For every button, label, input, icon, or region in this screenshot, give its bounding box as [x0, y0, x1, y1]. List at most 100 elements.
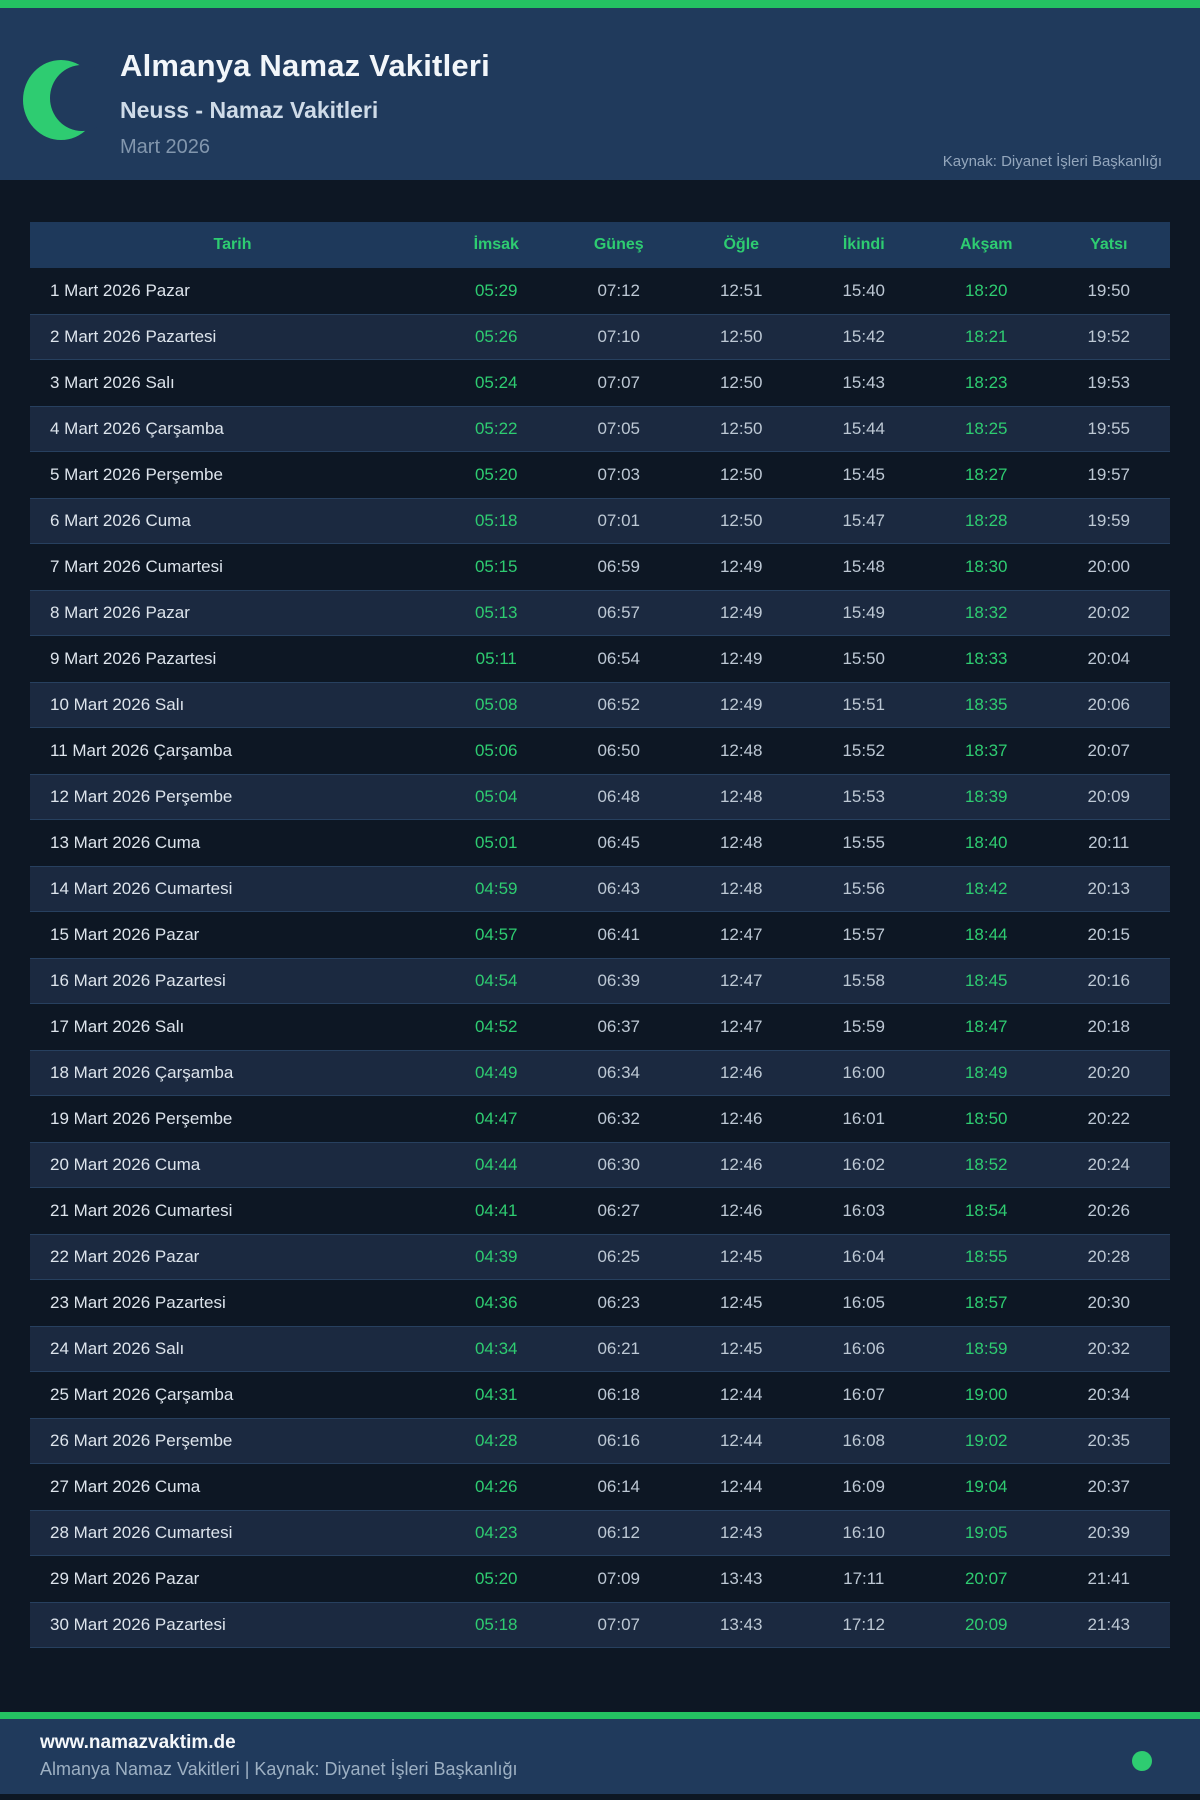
gunes-cell: 06:12 [597, 1523, 641, 1542]
table-row: 30 Mart 2026 Pazartesi 05:18 07:07 13:43 17:… [30, 1602, 1170, 1648]
date-cell: 30 Mart 2026 Pazartesi [50, 1615, 226, 1634]
ikindi-cell: 16:07 [842, 1385, 886, 1404]
ogle-cell: 12:49 [719, 695, 763, 714]
gunes-cell: 06:32 [597, 1109, 641, 1128]
aksam-cell: 18:55 [964, 1247, 1008, 1266]
column-header-gunes: Güneş [593, 236, 644, 253]
aksam-cell: 18:33 [964, 649, 1008, 668]
ikindi-cell: 17:12 [842, 1615, 886, 1634]
table-row: 1 Mart 2026 Pazar 05:29 07:12 12:51 15:40 18:… [30, 268, 1170, 314]
aksam-cell: 18:45 [964, 971, 1008, 990]
yatsi-cell: 20:18 [1087, 1017, 1131, 1036]
yatsi-cell: 20:02 [1087, 603, 1131, 622]
yatsi-cell: 20:11 [1088, 833, 1130, 852]
ikindi-cell: 16:08 [842, 1431, 886, 1450]
ikindi-cell: 16:01 [842, 1109, 886, 1128]
gunes-cell: 06:34 [597, 1063, 641, 1082]
ogle-cell: 12:49 [719, 649, 763, 668]
imsak-cell: 05:11 [475, 649, 517, 668]
column-header-yatsi: Yatsı [1090, 236, 1128, 253]
imsak-cell: 05:24 [474, 373, 518, 392]
date-cell: 19 Mart 2026 Perşembe [50, 1109, 233, 1128]
yatsi-cell: 19:53 [1087, 373, 1131, 392]
ogle-cell: 12:45 [719, 1247, 763, 1266]
yatsi-cell: 20:16 [1087, 971, 1131, 990]
date-cell: 4 Mart 2026 Çarşamba [50, 419, 224, 438]
ogle-cell: 12:49 [719, 557, 763, 576]
aksam-cell: 19:00 [964, 1385, 1008, 1404]
green-dot-icon [1132, 1751, 1152, 1771]
table-row: 5 Mart 2026 Perşembe 05:20 07:03 12:50 15:45… [30, 452, 1170, 498]
ikindi-cell: 16:04 [842, 1247, 886, 1266]
aksam-cell: 18:20 [964, 281, 1008, 300]
gunes-cell: 06:23 [597, 1293, 641, 1312]
date-cell: 6 Mart 2026 Cuma [50, 511, 191, 530]
aksam-cell: 18:27 [964, 465, 1008, 484]
gunes-cell: 06:27 [597, 1201, 641, 1220]
gunes-cell: 06:43 [597, 879, 641, 898]
yatsi-cell: 20:15 [1087, 925, 1131, 944]
table-row: 7 Mart 2026 Cumartesi 05:15 06:59 12:49 15:4… [30, 544, 1170, 590]
aksam-cell: 18:39 [964, 787, 1008, 806]
ogle-cell: 12:46 [719, 1201, 763, 1220]
gunes-cell: 07:12 [597, 281, 641, 300]
yatsi-cell: 20:30 [1087, 1293, 1131, 1312]
imsak-cell: 04:36 [474, 1293, 518, 1312]
yatsi-cell: 20:39 [1087, 1523, 1131, 1542]
table-row: 27 Mart 2026 Cuma 04:26 06:14 12:44 16:09 19:… [30, 1464, 1170, 1510]
table-row: 14 Mart 2026 Cumartesi 04:59 06:43 12:48 15:… [30, 866, 1170, 912]
site-url-link[interactable]: www.namazvaktim.de [40, 1732, 236, 1753]
table-row: 17 Mart 2026 Salı 04:52 06:37 12:47 15:59 18:… [30, 1004, 1170, 1050]
table-header-row: Tarih İmsak Güneş Öğle İkindi Akşam Yatsı [30, 222, 1170, 268]
ikindi-cell: 16:00 [842, 1063, 886, 1082]
table-row: 10 Mart 2026 Salı 05:08 06:52 12:49 15:51 18:… [30, 682, 1170, 728]
ikindi-cell: 15:53 [842, 787, 886, 806]
yatsi-cell: 20:32 [1087, 1339, 1131, 1358]
date-cell: 3 Mart 2026 Salı [50, 373, 175, 392]
aksam-cell: 19:04 [964, 1477, 1008, 1496]
date-cell: 21 Mart 2026 Cumartesi [50, 1201, 233, 1220]
prayer-times-table: Tarih İmsak Güneş Öğle İkindi Akşam Yatsı 1 Ma… [25, 222, 1175, 1648]
ogle-cell: 12:47 [719, 925, 763, 944]
imsak-cell: 04:44 [474, 1155, 518, 1174]
imsak-cell: 04:49 [474, 1063, 518, 1082]
table-row: 4 Mart 2026 Çarşamba 05:22 07:05 12:50 15:44… [30, 406, 1170, 452]
aksam-cell: 18:23 [964, 373, 1008, 392]
yatsi-cell: 20:20 [1087, 1063, 1131, 1082]
ogle-cell: 12:46 [719, 1155, 763, 1174]
yatsi-cell: 20:37 [1087, 1477, 1131, 1496]
ikindi-cell: 15:40 [842, 281, 886, 300]
ogle-cell: 12:50 [719, 327, 763, 346]
table-row: 28 Mart 2026 Cumartesi 04:23 06:12 12:43 16:… [30, 1510, 1170, 1556]
imsak-cell: 04:34 [474, 1339, 518, 1358]
gunes-cell: 06:25 [597, 1247, 641, 1266]
table-row: 3 Mart 2026 Salı 05:24 07:07 12:50 15:43 18:2… [30, 360, 1170, 406]
aksam-cell: 18:59 [964, 1339, 1008, 1358]
aksam-cell: 18:52 [964, 1155, 1008, 1174]
yatsi-cell: 21:43 [1087, 1615, 1131, 1634]
ogle-cell: 12:45 [719, 1293, 763, 1312]
footer-tagline: Almanya Namaz Vakitleri | Kaynak: Diyane… [40, 1759, 518, 1779]
yatsi-cell: 20:07 [1087, 741, 1131, 760]
table-row: 8 Mart 2026 Pazar 05:13 06:57 12:49 15:49 18:… [30, 590, 1170, 636]
date-cell: 18 Mart 2026 Çarşamba [50, 1063, 234, 1082]
imsak-cell: 04:59 [474, 879, 518, 898]
ikindi-cell: 15:44 [842, 419, 886, 438]
ogle-cell: 12:44 [719, 1385, 763, 1404]
header-title-block: Almanya Namaz Vakitleri Neuss - Namaz Va… [120, 48, 490, 159]
page-title: Almanya Namaz Vakitleri [120, 48, 490, 83]
aksam-cell: 18:54 [964, 1201, 1008, 1220]
yatsi-cell: 20:34 [1087, 1385, 1131, 1404]
column-header-ogle: Öğle [723, 236, 760, 253]
ikindi-cell: 16:03 [842, 1201, 886, 1220]
imsak-cell: 04:39 [474, 1247, 518, 1266]
table-row: 25 Mart 2026 Çarşamba 04:31 06:18 12:44 16:0… [30, 1372, 1170, 1418]
ogle-cell: 12:48 [719, 833, 763, 852]
date-cell: 22 Mart 2026 Pazar [50, 1247, 200, 1266]
ikindi-cell: 16:09 [842, 1477, 886, 1496]
ogle-cell: 12:48 [719, 787, 763, 806]
imsak-cell: 05:13 [474, 603, 518, 622]
table-row: 21 Mart 2026 Cumartesi 04:41 06:27 12:46 16:… [30, 1188, 1170, 1234]
ikindi-cell: 15:42 [842, 327, 886, 346]
yatsi-cell: 21:41 [1087, 1569, 1131, 1588]
